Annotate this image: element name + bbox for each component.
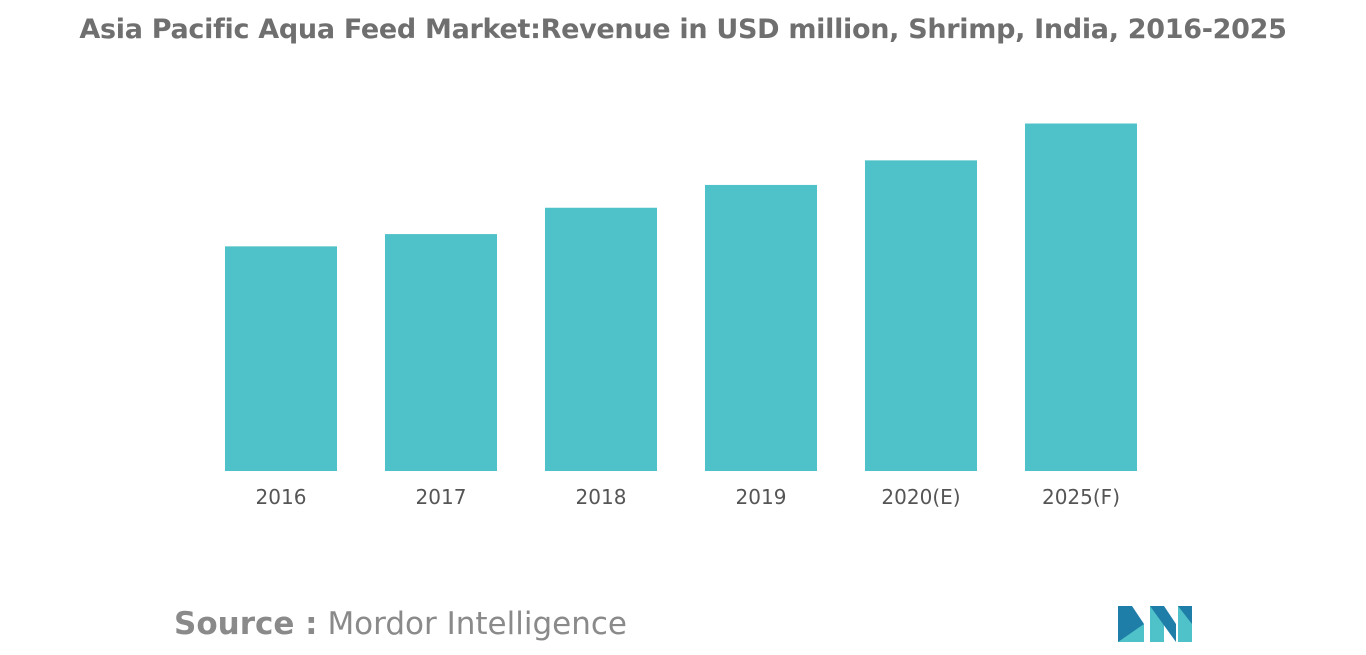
x-tick-label: 2020(E) [881,485,960,509]
bar-3 [705,184,817,471]
source-value: Mordor Intelligence [327,606,627,642]
x-tick-label: 2025(F) [1042,485,1120,509]
bar-0 [225,246,337,471]
bar-chart: 2016 2017 2018 2019 2020(E) 2025(F) [225,123,1137,509]
mordor-intelligence-logo-icon [1118,606,1192,642]
bar-2 [545,207,657,471]
source-note: Source : Mordor Intelligence [174,606,627,642]
x-tick-label: 2018 [576,485,627,509]
source-label: Source : [174,606,318,642]
x-tick-label: 2017 [416,485,467,509]
chart-title: Asia Pacific Aqua Feed Market:Revenue in… [79,14,1287,45]
x-tick-label: 2019 [736,485,787,509]
bar-1 [385,234,497,471]
bar-4 [865,160,977,472]
x-tick-label: 2016 [256,485,307,509]
bar-5 [1025,123,1137,471]
